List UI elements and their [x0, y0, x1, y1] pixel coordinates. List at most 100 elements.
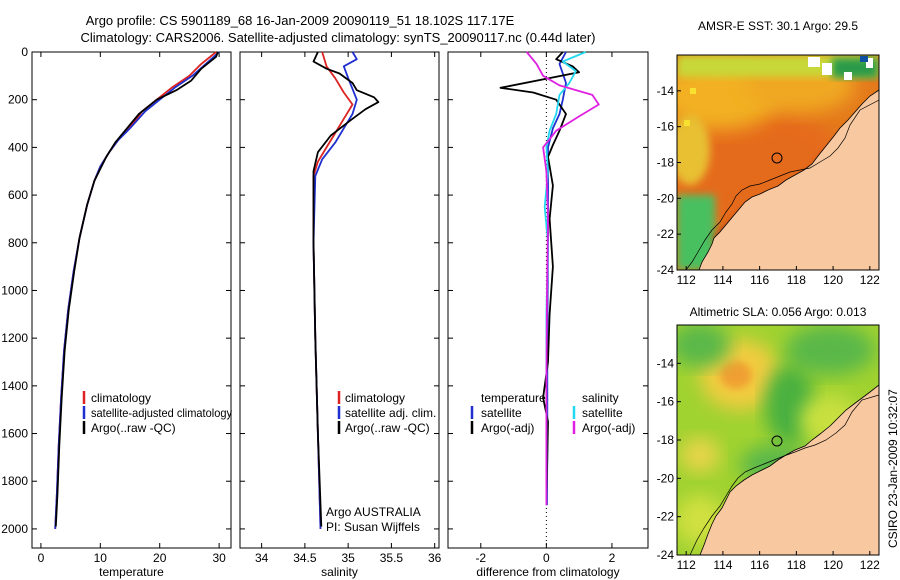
- sst-cold-cell: [860, 56, 868, 62]
- sst-nodata-cell: [808, 57, 820, 67]
- sst-cool-patch: [677, 115, 710, 185]
- series-line-satellite-adj-clim-: [312, 51, 358, 529]
- map-x-tick-label: 112: [677, 558, 696, 572]
- sst-nodata-cell: [844, 72, 852, 80]
- y-tick-label: 200: [8, 93, 28, 107]
- x-tick-label: 0: [543, 551, 550, 565]
- y-tick-label: 1800: [1, 474, 28, 488]
- legend-label-satellite: satellite-adjusted climatology: [91, 406, 232, 420]
- salinity-profile-panel: 34 34.5 35 35.5 36 salinity: [239, 51, 442, 579]
- figure-title-line1: Argo profile: CS 5901189_68 16-Jan-2009 …: [86, 13, 515, 28]
- plot-frame: [31, 51, 232, 549]
- x-tick-label: 35: [341, 551, 355, 565]
- legend-label-climatology: climatology: [345, 391, 405, 405]
- plot-frame: [447, 51, 649, 549]
- salinity-legend: climatology satellite adj. clim. Argo(..…: [337, 391, 436, 435]
- footer-stamp: CSIRO 23-Jan-2009 10:32:07: [886, 389, 900, 548]
- map-y-tick-label: -24: [657, 263, 675, 277]
- temperature-profile-panel: 0 10 20 30 0 200 400 600 800 1000 1200 1400 1600 1800…: [1, 45, 232, 579]
- map-x-tick-label: 118: [787, 273, 806, 287]
- series-line-salinity-argo-adj-: [526, 51, 600, 506]
- legend-header-temperature: temperature: [481, 391, 546, 405]
- annotation-pi: PI: Susan Wijffels: [326, 520, 420, 534]
- legend-label-sal-argo: Argo(-adj): [582, 421, 635, 435]
- x-tick-label: 34.5: [293, 551, 317, 565]
- y-tick-label: 1600: [1, 427, 28, 441]
- coastline: [699, 384, 879, 555]
- legend-header-salinity: salinity: [582, 391, 619, 405]
- series-line-climatology: [54, 51, 217, 529]
- map-x-tick-label: 122: [860, 273, 880, 287]
- figure-title-line2: Climatology: CARS2006. Satellite-adjuste…: [81, 30, 596, 45]
- map-y-tick-label: -16: [657, 395, 675, 409]
- temperature-legend: climatology satellite-adjusted climatolo…: [82, 391, 232, 435]
- isobath-contour: [689, 394, 879, 555]
- sla-high-patch: [720, 361, 752, 389]
- y-tick-label: 1000: [1, 283, 28, 297]
- sla-high-patch: [680, 437, 720, 473]
- map-y-tick-label: -18: [657, 433, 675, 447]
- x-tick-label: 36: [428, 551, 442, 565]
- map-x-tick-label: 120: [823, 558, 843, 572]
- map-y-tick-label: -14: [657, 84, 675, 98]
- y-tick-label: 1400: [1, 379, 28, 393]
- sst-map-title: AMSR-E SST: 30.1 Argo: 29.5: [698, 19, 858, 33]
- sla-map-title: Altimetric SLA: 0.056 Argo: 0.013: [690, 305, 867, 319]
- x-axis-label: salinity: [321, 565, 358, 579]
- coastline: [698, 89, 879, 270]
- x-tick-label: 30: [212, 551, 226, 565]
- map-y-tick-label: -24: [657, 548, 675, 562]
- plot-frame: [239, 51, 440, 549]
- sla-low-patch: [677, 325, 730, 367]
- x-tick-label: 0: [38, 551, 45, 565]
- legend-label-argo: Argo(..raw -QC): [345, 421, 430, 435]
- y-tick-label: 600: [8, 188, 28, 202]
- legend-label-satellite: satellite adj. clim.: [345, 406, 436, 420]
- map-y-tick-label: -14: [657, 356, 675, 370]
- x-axis-label: difference from climatology: [476, 565, 619, 579]
- land-mass: [700, 385, 879, 555]
- legend-label-climatology: climatology: [91, 391, 151, 405]
- map-x-tick-label: 116: [750, 558, 769, 572]
- legend-label-temp-satellite: satellite: [481, 406, 522, 420]
- x-tick-label: 10: [94, 551, 108, 565]
- series-line-temperature-argo-adj-: [499, 51, 580, 506]
- map-x-tick-label: 114: [713, 273, 732, 287]
- sst-hot-cell: [690, 88, 696, 94]
- sst-nodata-cell: [822, 63, 832, 75]
- y-tick-label: 0: [21, 45, 28, 59]
- salinity-annotation: Argo AUSTRALIA PI: Susan Wijffels: [326, 505, 421, 534]
- legend-label-argo: Argo(..raw -QC): [91, 421, 176, 435]
- series-line-argo-raw-qc-: [54, 51, 219, 527]
- map-y-tick-label: -16: [657, 120, 675, 134]
- sla-low-patch: [785, 325, 875, 375]
- y-tick-label: 2000: [1, 522, 28, 536]
- land-mass: [699, 90, 879, 270]
- sla-heatmap: [677, 325, 879, 555]
- map-x-tick-label: 112: [677, 273, 696, 287]
- map-x-tick-label: 122: [860, 558, 880, 572]
- y-tick-label: 400: [8, 140, 28, 154]
- legend-label-temp-argo: Argo(-adj): [481, 421, 534, 435]
- series-line-salinity-satellite: [543, 51, 587, 506]
- argo-float-location-marker: [771, 435, 783, 447]
- argo-float-location-marker: [771, 152, 783, 164]
- x-axis-label: temperature: [99, 565, 164, 579]
- x-tick-label: -2: [475, 551, 486, 565]
- y-tick-label: 1200: [1, 331, 28, 345]
- sst-hot-cell: [684, 120, 690, 126]
- series-line-argo-raw-qc-: [312, 51, 380, 527]
- series-line-satellite-adjusted-climatology: [54, 51, 220, 529]
- sst-heatmap: [677, 55, 879, 270]
- difference-legend: temperature satellite Argo(-adj) salinit…: [470, 391, 635, 435]
- x-tick-label: 35.5: [380, 551, 404, 565]
- x-tick-label: 2: [609, 551, 616, 565]
- map-y-tick-label: -20: [657, 471, 675, 485]
- legend-label-sal-satellite: satellite: [582, 406, 623, 420]
- isobath-contour: [685, 99, 879, 270]
- annotation-institution: Argo AUSTRALIA: [326, 505, 421, 519]
- map-y-tick-label: -22: [657, 510, 675, 524]
- sst-nodata-cell: [866, 58, 873, 68]
